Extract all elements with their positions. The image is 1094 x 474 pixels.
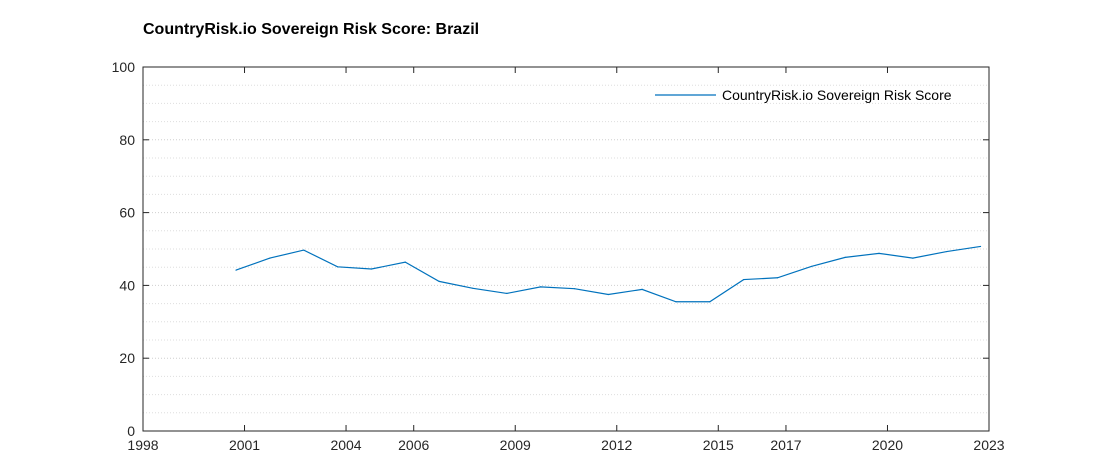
x-axis-tick-labels: 1998 2001 2004 2006 2009 2012 2015 2017 2020 2023 bbox=[127, 437, 1004, 453]
data-point bbox=[472, 287, 474, 289]
x-tick-label: 2009 bbox=[500, 437, 531, 453]
data-point bbox=[607, 293, 609, 296]
x-tick-label: 2020 bbox=[872, 437, 903, 453]
y-tick-label: 60 bbox=[119, 205, 135, 221]
x-tick-label: 2001 bbox=[229, 437, 260, 453]
chart-title: CountryRisk.io Sovereign Risk Score: Bra… bbox=[143, 21, 479, 38]
data-point bbox=[979, 245, 982, 248]
data-point bbox=[573, 288, 576, 290]
data-point bbox=[675, 301, 677, 303]
data-point bbox=[540, 286, 542, 288]
data-point bbox=[235, 269, 237, 271]
y-tick-label: 40 bbox=[119, 277, 135, 293]
data-point bbox=[709, 301, 711, 303]
x-tick-label: 2012 bbox=[601, 437, 632, 453]
x-tick-label: 2017 bbox=[770, 437, 801, 453]
data-point bbox=[303, 249, 305, 251]
y-axis-tick-labels: 0 20 40 60 80 100 bbox=[112, 59, 136, 439]
data-point bbox=[878, 252, 880, 254]
y-tick-label: 80 bbox=[119, 132, 135, 148]
data-point bbox=[506, 292, 508, 295]
grid-layer bbox=[143, 84, 989, 414]
x-tick-label: 1998 bbox=[127, 437, 158, 453]
y-tick-label: 100 bbox=[112, 59, 136, 75]
plot-area-border bbox=[142, 66, 990, 432]
legend: CountryRisk.io Sovereign Risk Score bbox=[655, 87, 952, 103]
y-tick-label: 0 bbox=[127, 423, 135, 439]
x-tick-label: 2004 bbox=[330, 437, 361, 453]
data-point bbox=[912, 257, 914, 259]
x-tick-label: 2015 bbox=[703, 437, 734, 453]
x-tick-label: 2023 bbox=[973, 437, 1004, 453]
legend-label: CountryRisk.io Sovereign Risk Score bbox=[722, 87, 952, 103]
axis-ticks bbox=[142, 66, 990, 432]
data-point bbox=[336, 266, 339, 268]
data-point bbox=[438, 280, 440, 282]
data-point bbox=[370, 268, 373, 270]
data-point bbox=[743, 278, 745, 281]
x-tick-label: 2006 bbox=[398, 437, 429, 453]
data-point bbox=[946, 250, 948, 253]
data-point bbox=[776, 277, 779, 279]
data-point bbox=[810, 265, 812, 268]
y-tick-label: 20 bbox=[119, 350, 135, 366]
data-point bbox=[641, 288, 643, 290]
series-points bbox=[235, 245, 982, 303]
data-point bbox=[404, 261, 406, 263]
data-point bbox=[844, 256, 846, 258]
data-point bbox=[269, 257, 271, 259]
